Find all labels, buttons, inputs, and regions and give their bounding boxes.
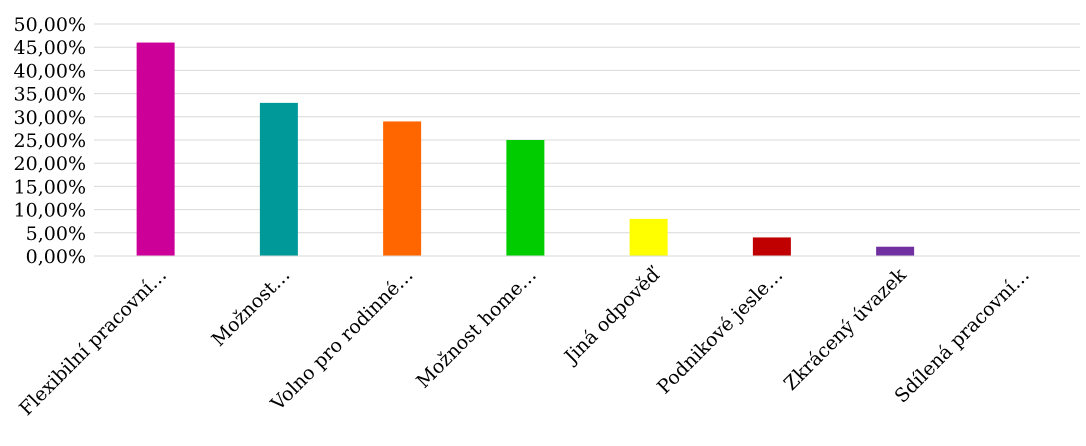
y-tick-label: 40,00% bbox=[14, 60, 86, 82]
y-tick-label: 0,00% bbox=[26, 246, 86, 268]
x-category-label: Volno pro rodinné… bbox=[266, 264, 418, 416]
x-category-label: Flexibilní pracovní… bbox=[15, 264, 171, 420]
y-axis-tick-labels: 0,00%5,00%10,00%15,00%20,00%25,00%30,00%… bbox=[14, 14, 86, 268]
bars bbox=[136, 42, 915, 257]
x-category-label: Sdílená pracovní… bbox=[890, 264, 1033, 407]
y-tick-label: 35,00% bbox=[14, 84, 86, 106]
y-tick-label: 50,00% bbox=[14, 14, 86, 36]
x-category-label: Zkrácený úvazek bbox=[780, 264, 911, 395]
bar bbox=[752, 237, 791, 256]
bar bbox=[259, 102, 298, 256]
x-category-label: Možnost home… bbox=[412, 264, 541, 393]
y-tick-label: 25,00% bbox=[14, 130, 86, 152]
y-tick-label: 5,00% bbox=[26, 223, 86, 245]
y-tick-label: 20,00% bbox=[14, 153, 86, 175]
y-tick-label: 15,00% bbox=[14, 176, 86, 198]
bar bbox=[629, 218, 668, 256]
y-tick-label: 10,00% bbox=[14, 200, 86, 222]
x-category-label: Jiná odpověď bbox=[559, 262, 666, 369]
y-tick-label: 30,00% bbox=[14, 107, 86, 129]
x-axis-category-labels: Flexibilní pracovní… Možnost…Volno pro ro… bbox=[15, 262, 1034, 420]
x-category-label: Možnost… bbox=[207, 264, 294, 351]
y-tick-label: 45,00% bbox=[14, 37, 86, 59]
bar bbox=[506, 140, 545, 256]
bar bbox=[876, 246, 915, 256]
x-category-label: Podnikové jesle… bbox=[653, 264, 787, 398]
bar bbox=[136, 42, 175, 257]
gridlines bbox=[94, 23, 1080, 234]
bar bbox=[383, 121, 422, 256]
